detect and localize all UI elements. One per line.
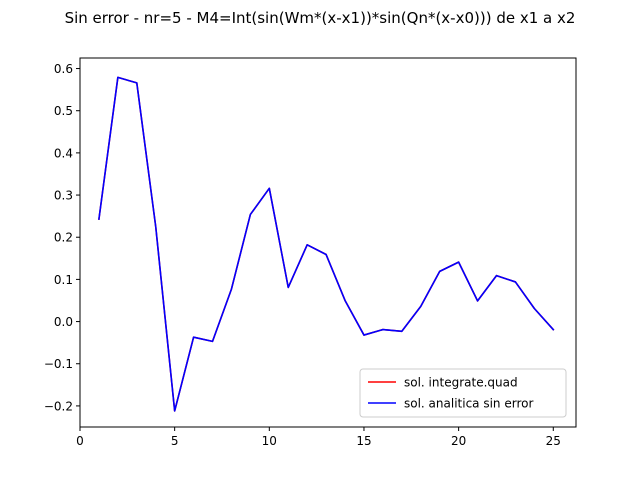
y-tick-label: 0.0 (54, 315, 73, 329)
y-tick-label: 0.5 (54, 104, 73, 118)
x-axis: 0 5 10 15 20 25 (76, 427, 561, 448)
series-group (98, 76, 555, 412)
legend: sol. integrate.quad sol. analitica sin er… (359, 368, 567, 418)
x-tick-label: 0 (76, 434, 84, 448)
y-tick-label: 0.1 (54, 273, 73, 287)
y-tick-label: 0.2 (54, 231, 73, 245)
plot-area: 0 5 10 15 20 25 −0.2 −0.1 0.0 0.1 0.2 0.3 0.4 0.5 0.6 (44, 57, 577, 448)
x-tick-label: 5 (171, 434, 179, 448)
legend-label: sol. integrate.quad (404, 376, 518, 390)
chart-title: Sin error - nr=5 - M4=Int(sin(Wm*(x-x1))… (65, 9, 576, 27)
legend-box (359, 368, 567, 418)
y-tick-label: 0.6 (54, 62, 73, 76)
y-tick-label: −0.2 (44, 399, 73, 413)
series-line-2 (98, 76, 555, 412)
y-tick-label: 0.4 (54, 146, 73, 160)
axes-frame (79, 57, 577, 428)
y-tick-label: 0.3 (54, 189, 73, 203)
y-axis: −0.2 −0.1 0.0 0.1 0.2 0.3 0.4 0.5 0.6 (44, 62, 80, 413)
legend-label: sol. analitica sin error (404, 397, 533, 411)
x-tick-label: 10 (262, 434, 277, 448)
x-tick-label: 15 (356, 434, 371, 448)
series-line-1 (98, 76, 555, 412)
x-tick-label: 20 (451, 434, 466, 448)
y-tick-label: −0.1 (44, 357, 73, 371)
x-tick-label: 25 (546, 434, 561, 448)
